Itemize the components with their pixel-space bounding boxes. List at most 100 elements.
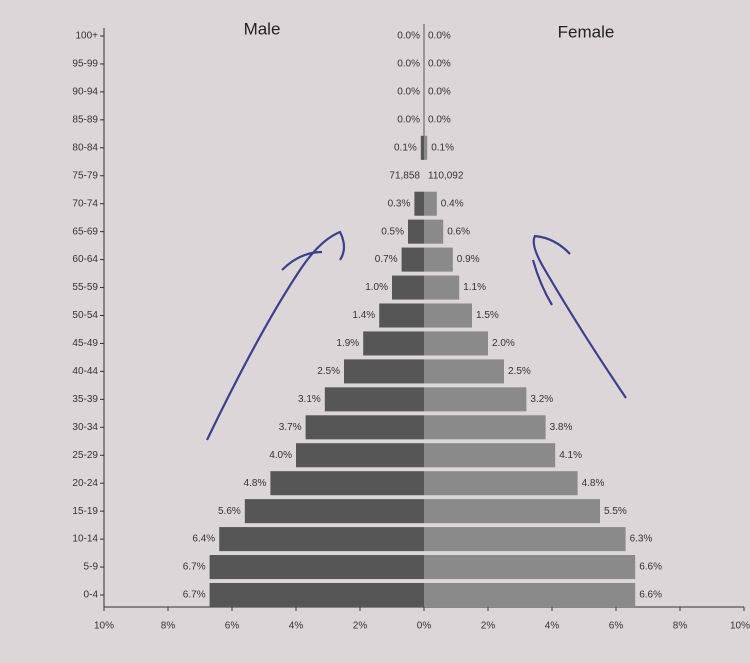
bar: [424, 219, 444, 244]
bar: [424, 415, 546, 440]
legend-label: Female: [558, 22, 615, 41]
bar: [296, 443, 424, 468]
data-label: 0.5%: [381, 226, 404, 237]
bar: [424, 303, 472, 328]
bar: [401, 247, 424, 272]
data-label: 0.0%: [428, 87, 451, 98]
y-tick-label: 80-84: [72, 142, 98, 153]
data-label: 6.6%: [639, 590, 662, 601]
y-tick-label: 10-14: [72, 534, 98, 545]
y-tick-label: 45-49: [72, 338, 98, 349]
legend-label: Male: [244, 19, 281, 38]
hand-drawn-arrow: [531, 234, 627, 399]
data-label: 0.7%: [375, 254, 398, 265]
data-label: 1.1%: [463, 282, 486, 293]
bar: [363, 331, 424, 356]
data-label: 0.1%: [431, 142, 454, 153]
x-tick-label: 6%: [225, 621, 240, 632]
bar: [379, 303, 424, 328]
bar: [219, 527, 424, 552]
y-tick-label: 95-99: [72, 59, 98, 70]
data-label: 0.1%: [394, 142, 417, 153]
data-label: 0.0%: [397, 59, 420, 70]
data-label: 2.5%: [508, 366, 531, 377]
bar: [344, 359, 424, 384]
data-label: 0.9%: [457, 254, 480, 265]
data-label: 1.5%: [476, 310, 499, 321]
bar: [424, 191, 437, 216]
data-label: 3.8%: [550, 422, 573, 433]
data-label: 0.3%: [388, 198, 411, 209]
y-tick-label: 20-24: [72, 478, 98, 489]
data-label: 6.3%: [630, 534, 653, 545]
data-label: 6.4%: [192, 534, 215, 545]
y-tick-label: 40-44: [72, 366, 98, 377]
y-tick-label: 15-19: [72, 506, 98, 517]
y-tick-label: 35-39: [72, 394, 98, 405]
bar: [408, 219, 424, 244]
y-tick-label: 90-94: [72, 87, 98, 98]
y-tick-label: 50-54: [72, 310, 98, 321]
hand-drawn-arrow: [206, 230, 346, 441]
bar: [414, 191, 424, 216]
bar: [324, 387, 424, 412]
data-label: 1.4%: [352, 310, 375, 321]
bar: [424, 247, 453, 272]
data-label: 0.0%: [428, 114, 451, 125]
data-label: 5.5%: [604, 506, 627, 517]
data-label: 1.9%: [336, 338, 359, 349]
bar: [424, 275, 460, 300]
y-tick-label: 100+: [75, 31, 98, 42]
data-label: 4.0%: [269, 450, 292, 461]
bar: [424, 471, 578, 496]
bar: [424, 582, 636, 608]
data-label: 2.5%: [317, 366, 340, 377]
data-label: 4.8%: [244, 478, 267, 489]
data-label: 6.7%: [183, 590, 206, 601]
x-tick-label: 8%: [161, 621, 176, 632]
bar: [424, 135, 428, 160]
data-label: 0.0%: [397, 87, 420, 98]
bar: [424, 387, 527, 412]
x-tick-label: 2%: [353, 621, 368, 632]
x-tick-label: 10%: [94, 621, 114, 632]
data-label: 0.0%: [397, 31, 420, 42]
bar: [244, 499, 424, 524]
data-label: 3.1%: [298, 394, 321, 405]
data-label: 6.7%: [183, 562, 206, 573]
x-tick-label: 6%: [609, 621, 624, 632]
data-label: 5.6%: [218, 506, 241, 517]
data-label: 71,858: [389, 170, 420, 181]
data-label: 0.0%: [428, 59, 451, 70]
y-tick-label: 85-89: [72, 114, 98, 125]
y-tick-label: 75-79: [72, 170, 98, 181]
x-tick-label: 2%: [481, 621, 496, 632]
bar: [305, 415, 424, 440]
y-tick-label: 30-34: [72, 422, 98, 433]
y-tick-label: 55-59: [72, 282, 98, 293]
bar: [424, 555, 636, 580]
bar: [209, 582, 424, 608]
bar: [424, 359, 504, 384]
data-label: 4.8%: [582, 478, 605, 489]
x-tick-label: 4%: [289, 621, 304, 632]
data-label: 3.7%: [279, 422, 302, 433]
bar: [424, 527, 626, 552]
bar: [424, 499, 600, 524]
x-tick-label: 4%: [545, 621, 560, 632]
data-label: 0.4%: [441, 198, 464, 209]
y-tick-label: 25-29: [72, 450, 98, 461]
bar: [424, 331, 488, 356]
x-tick-label: 0%: [417, 621, 432, 632]
data-label: 6.6%: [639, 562, 662, 573]
data-label: 2.0%: [492, 338, 515, 349]
y-tick-label: 5-9: [84, 562, 99, 573]
bar: [392, 275, 424, 300]
data-label: 0.6%: [447, 226, 470, 237]
data-label: 3.2%: [530, 394, 553, 405]
data-label: 0.0%: [428, 31, 451, 42]
bar: [420, 135, 424, 160]
data-label: 0.0%: [397, 114, 420, 125]
y-tick-label: 60-64: [72, 254, 98, 265]
